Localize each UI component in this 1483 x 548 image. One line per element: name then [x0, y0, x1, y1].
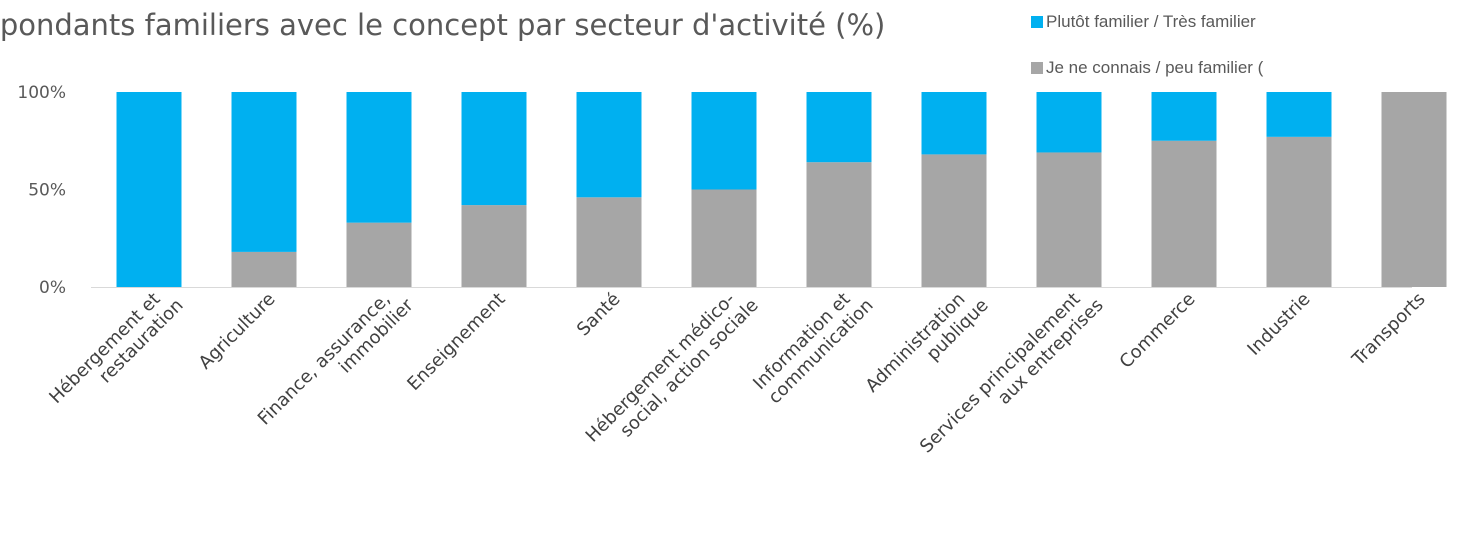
x-tick-label-line: Industrie	[1243, 289, 1314, 360]
legend-swatch-unfamiliar	[1031, 62, 1043, 74]
bar-familiar	[231, 92, 297, 252]
bar-familiar	[806, 92, 872, 163]
x-tick-label-line: Transports	[1348, 289, 1430, 371]
y-tick-label: 100%	[17, 83, 66, 103]
bar-familiar	[921, 92, 987, 155]
bar-familiar	[461, 92, 527, 206]
bar-unfamiliar	[1381, 92, 1447, 287]
x-tick-label: Agriculture	[195, 289, 280, 374]
x-tick-label: Commerce	[1116, 289, 1200, 373]
x-tick-label-line: Finance, assurance,	[254, 289, 395, 430]
bar-familiar	[1036, 92, 1102, 153]
bar-unfamiliar	[346, 222, 412, 287]
legend-item-unfamiliar: Je ne connais / peu familier (	[1031, 58, 1341, 78]
y-tick-label: 0%	[39, 278, 66, 298]
x-tick-label: Hébergement etrestauration	[45, 280, 187, 422]
bar-familiar	[691, 92, 757, 190]
legend-label-unfamiliar: Je ne connais / peu familier (	[1046, 58, 1264, 77]
x-tick-label: Santé	[573, 289, 625, 341]
bar-familiar	[1151, 92, 1217, 141]
x-tick-label: Transports	[1348, 289, 1430, 371]
bar-unfamiliar	[921, 154, 987, 287]
bar-unfamiliar	[461, 205, 527, 287]
legend-swatch-familiar	[1031, 16, 1043, 28]
x-tick-label-line: Commerce	[1116, 289, 1200, 373]
bar-unfamiliar	[1036, 152, 1102, 287]
chart-title: epondants familiers avec le concept par …	[0, 8, 886, 42]
bar-familiar	[346, 92, 412, 223]
bar-unfamiliar	[576, 197, 642, 287]
x-tick-label-line: social, action sociale	[616, 295, 763, 442]
legend-label-familiar: Plutôt familier / Très familier	[1046, 12, 1256, 31]
bar-unfamiliar	[1266, 136, 1332, 287]
x-tick-label: Enseignement	[403, 289, 509, 395]
bar-unfamiliar	[806, 162, 872, 287]
x-tick-label-line: Enseignement	[403, 289, 509, 395]
bar-unfamiliar	[1151, 140, 1217, 287]
x-tick-label: Industrie	[1243, 289, 1314, 360]
legend-item-familiar: Plutôt familier / Très familier	[1031, 12, 1341, 32]
bar-familiar	[1266, 92, 1332, 137]
x-tick-label-line: Santé	[573, 289, 625, 341]
y-tick-label: 50%	[28, 181, 66, 201]
x-tick-label: Information etcommunication	[749, 280, 878, 409]
bar-familiar	[116, 92, 182, 287]
x-tick-label-line: Agriculture	[195, 289, 280, 374]
bar-unfamiliar	[231, 251, 297, 287]
bar-familiar	[576, 92, 642, 198]
bar-unfamiliar	[691, 189, 757, 287]
